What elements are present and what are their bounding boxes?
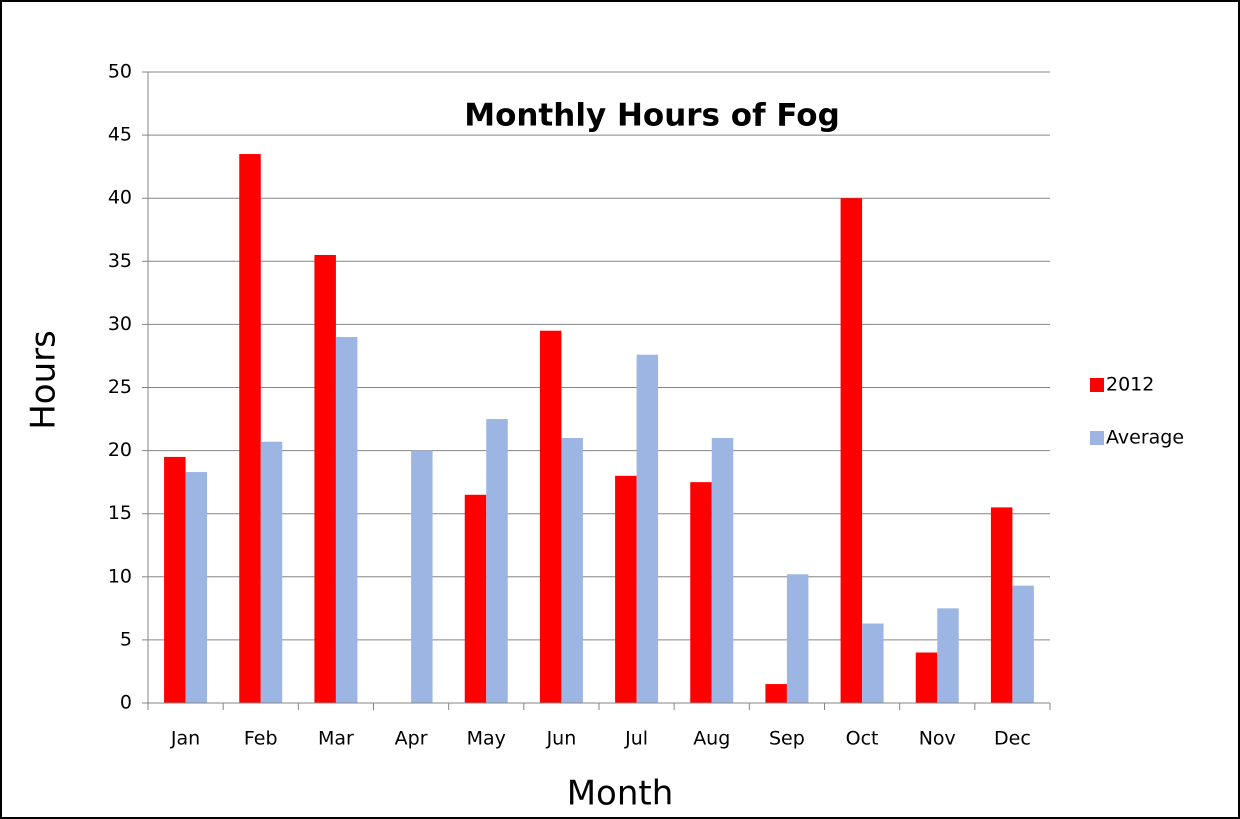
bar	[990, 507, 1013, 703]
y-tick-label: 10	[108, 565, 132, 587]
bar	[711, 437, 734, 703]
x-tick-label: Aug	[693, 728, 730, 750]
bar	[185, 472, 208, 703]
bar	[636, 354, 659, 703]
y-tick-label: 45	[108, 124, 132, 146]
chart-title: Monthly Hours of Fog	[464, 98, 840, 134]
bar	[840, 198, 863, 703]
bar	[260, 441, 283, 703]
y-tick-label: 35	[108, 250, 132, 272]
bar	[164, 456, 186, 703]
x-tick-label: Mar	[318, 728, 354, 750]
bar	[411, 450, 433, 703]
x-tick-label: Sep	[769, 728, 805, 750]
legend-swatch	[1090, 431, 1104, 445]
bar	[765, 684, 787, 703]
bar	[561, 437, 583, 703]
y-tick-label: 50	[108, 61, 132, 83]
bar	[915, 652, 938, 703]
bar	[464, 494, 487, 703]
x-tick-label: May	[467, 728, 506, 750]
bar	[862, 623, 884, 703]
legend-swatch	[1090, 378, 1104, 392]
bar	[615, 475, 637, 703]
x-tick-label: Feb	[244, 728, 278, 750]
legend-label: Average	[1106, 427, 1184, 449]
bar	[786, 574, 809, 703]
bar	[1012, 585, 1034, 703]
bar	[937, 608, 959, 703]
y-axis-label: Hours	[24, 330, 64, 430]
y-tick-label: 0	[120, 692, 132, 714]
bar	[539, 330, 562, 703]
x-tick-label: Nov	[919, 728, 956, 750]
x-tick-label: Jun	[546, 728, 577, 750]
bar	[690, 482, 712, 703]
y-tick-label: 40	[108, 187, 132, 209]
y-tick-label: 20	[108, 439, 132, 461]
x-tick-label: Jul	[624, 728, 648, 750]
x-tick-label: Apr	[395, 728, 428, 750]
bar	[239, 154, 261, 703]
y-tick-label: 25	[108, 376, 132, 398]
legend-label: 2012	[1106, 374, 1154, 396]
bar	[314, 254, 336, 704]
x-axis-label: Month	[567, 774, 674, 814]
bar	[335, 337, 358, 703]
y-tick-label: 30	[108, 313, 132, 335]
y-tick-label: 5	[120, 628, 132, 650]
x-tick-label: Oct	[846, 728, 879, 750]
x-tick-label: Jan	[170, 728, 200, 750]
bar	[486, 419, 508, 703]
y-tick-label: 15	[108, 502, 132, 524]
x-tick-label: Dec	[994, 728, 1031, 750]
